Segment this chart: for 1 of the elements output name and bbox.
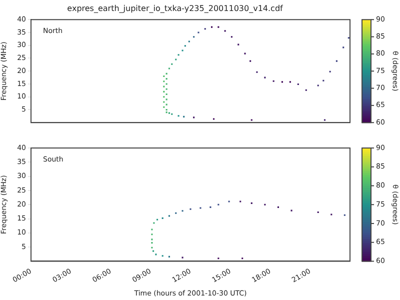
chart-title: expres_earth_jupiter_io_txka-y235_20011030_v14.cdf [67, 4, 284, 13]
